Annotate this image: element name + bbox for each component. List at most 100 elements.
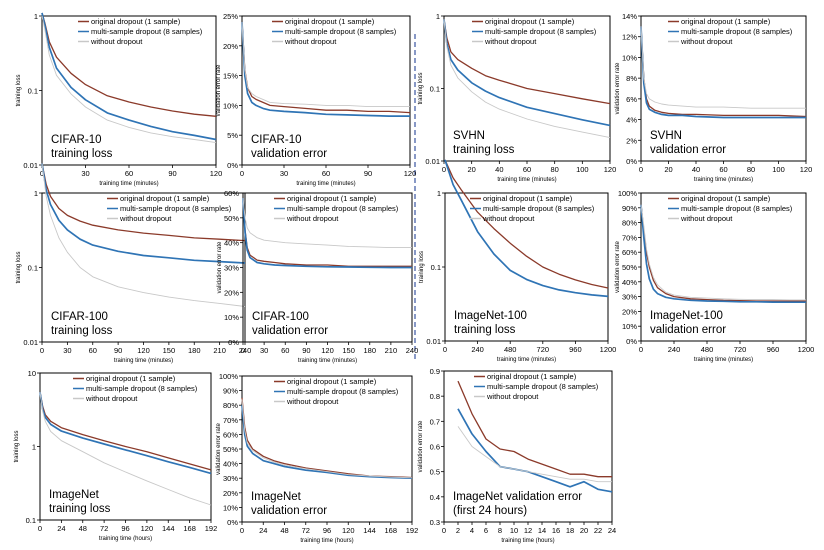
x-tick-label: 0 xyxy=(40,346,44,355)
series-line-multi xyxy=(241,21,410,117)
chart-svhn-err: 0% 2% 4% 6% 8% 10% 12% 14% 0 20 40 60 80 100 120 traini… xyxy=(615,12,812,183)
x-tick-label: 480 xyxy=(504,345,517,354)
legend-label: original dropout (1 sample) xyxy=(86,374,176,383)
x-axis-label: training time (hours) xyxy=(99,536,152,542)
legend-label: multi-sample dropout (8 samples) xyxy=(485,27,597,36)
y-tick-label: 70% xyxy=(622,233,637,242)
series-line-without xyxy=(241,399,413,479)
y-tick-label: 1 xyxy=(437,189,441,198)
x-tick-label: 960 xyxy=(767,345,780,354)
x-tick-label: 192 xyxy=(406,526,419,535)
x-tick-label: 240 xyxy=(668,345,681,354)
x-tick-label: 60 xyxy=(89,346,97,355)
x-tick-label: 72 xyxy=(302,526,310,535)
x-tick-label: 30 xyxy=(280,169,288,178)
legend-label: multi-sample dropout (8 samples) xyxy=(681,204,793,213)
x-tick-label: 22 xyxy=(594,526,602,535)
y-tick-label: 25% xyxy=(223,12,238,21)
y-axis-label: training loss xyxy=(419,251,425,283)
series-line-without xyxy=(41,163,246,307)
series-line-without xyxy=(39,392,212,506)
chart-cifar100-loss: 0.01 0.1 1 0 30 60 90 120 150 180 210 240 training t… xyxy=(16,163,251,364)
x-tick-label: 1200 xyxy=(798,345,815,354)
x-tick-label: 720 xyxy=(537,345,550,354)
legend-label: without dropout xyxy=(486,392,539,401)
y-axis-label: training loss xyxy=(14,430,20,462)
y-tick-label: 50% xyxy=(622,263,637,272)
y-tick-label: 60% xyxy=(224,189,239,198)
y-tick-label: 0.01 xyxy=(23,338,38,347)
y-tick-label: 15% xyxy=(223,72,238,81)
legend-label: multi-sample dropout (8 samples) xyxy=(285,27,397,36)
x-tick-label: 96 xyxy=(121,524,129,533)
y-tick-label: 10% xyxy=(622,322,637,331)
x-tick-label: 60 xyxy=(719,165,727,174)
x-tick-label: 30 xyxy=(81,169,89,178)
x-axis-label: training time (hours) xyxy=(501,538,554,544)
legend-label: original dropout (1 sample) xyxy=(681,194,771,203)
x-tick-label: 60 xyxy=(322,169,330,178)
y-tick-label: 20% xyxy=(223,489,238,498)
panel-subtitle: validation error xyxy=(650,144,726,156)
y-axis-label: validation error rate xyxy=(615,62,621,114)
legend-label: original dropout (1 sample) xyxy=(287,194,377,203)
legend-label: without dropout xyxy=(286,214,339,223)
x-tick-label: 150 xyxy=(342,346,355,355)
y-tick-label: 60% xyxy=(622,248,637,257)
y-tick-label: 14% xyxy=(622,12,637,21)
series-line-original xyxy=(39,391,212,471)
y-tick-label: 40% xyxy=(622,278,637,287)
legend-label: multi-sample dropout (8 samples) xyxy=(120,204,232,213)
x-tick-label: 90 xyxy=(114,346,122,355)
x-tick-label: 168 xyxy=(384,526,397,535)
y-tick-label: 0.01 xyxy=(426,337,441,346)
y-tick-label: 30% xyxy=(223,474,238,483)
legend-label: multi-sample dropout (8 samples) xyxy=(487,382,599,391)
x-tick-label: 120 xyxy=(321,346,334,355)
y-axis-label: training loss xyxy=(16,251,22,283)
y-tick-label: 0.4 xyxy=(430,493,440,502)
x-tick-label: 24 xyxy=(608,526,616,535)
x-tick-label: 144 xyxy=(363,526,376,535)
x-tick-label: 90 xyxy=(364,169,372,178)
legend-label: multi-sample dropout (8 samples) xyxy=(483,204,595,213)
x-tick-label: 18 xyxy=(566,526,574,535)
x-tick-label: 14 xyxy=(538,526,546,535)
x-tick-label: 240 xyxy=(471,345,484,354)
series-line-multi xyxy=(640,204,806,304)
y-tick-label: 50% xyxy=(224,214,239,223)
panel-subtitle: validation error xyxy=(252,325,328,337)
x-tick-label: 30 xyxy=(260,346,268,355)
y-tick-label: 10 xyxy=(28,369,36,378)
panel-title: CIFAR-100 xyxy=(252,311,309,323)
legend-label: multi-sample dropout (8 samples) xyxy=(287,387,399,396)
panel-title: SVHN xyxy=(650,130,682,142)
panel-title: CIFAR-100 xyxy=(51,311,108,323)
legend-label: original dropout (1 sample) xyxy=(287,377,377,386)
y-tick-label: 0% xyxy=(626,157,637,166)
y-axis-label: training loss xyxy=(418,72,424,104)
y-tick-label: 2% xyxy=(626,136,637,145)
legend-label: without dropout xyxy=(680,37,733,46)
y-tick-label: 100% xyxy=(618,189,638,198)
y-tick-label: 6% xyxy=(626,95,637,104)
y-tick-label: 0.1 xyxy=(28,87,38,96)
x-tick-label: 30 xyxy=(63,346,71,355)
x-tick-label: 192 xyxy=(205,524,218,533)
x-tick-label: 4 xyxy=(470,526,474,535)
x-tick-label: 120 xyxy=(604,165,617,174)
y-tick-label: 4% xyxy=(626,116,637,125)
legend-label: original dropout (1 sample) xyxy=(681,17,771,26)
x-tick-label: 6 xyxy=(484,526,488,535)
y-axis-label: validation error rate xyxy=(216,64,222,116)
y-tick-label: 10% xyxy=(224,313,239,322)
panel-title: CIFAR-10 xyxy=(51,134,102,146)
panel-subtitle: training loss xyxy=(49,503,111,515)
legend-label: without dropout xyxy=(85,394,138,403)
y-tick-label: 20% xyxy=(223,42,238,51)
legend-label: original dropout (1 sample) xyxy=(485,17,575,26)
y-tick-label: 1 xyxy=(34,12,38,21)
x-tick-label: 12 xyxy=(524,526,532,535)
x-tick-label: 60 xyxy=(523,165,531,174)
